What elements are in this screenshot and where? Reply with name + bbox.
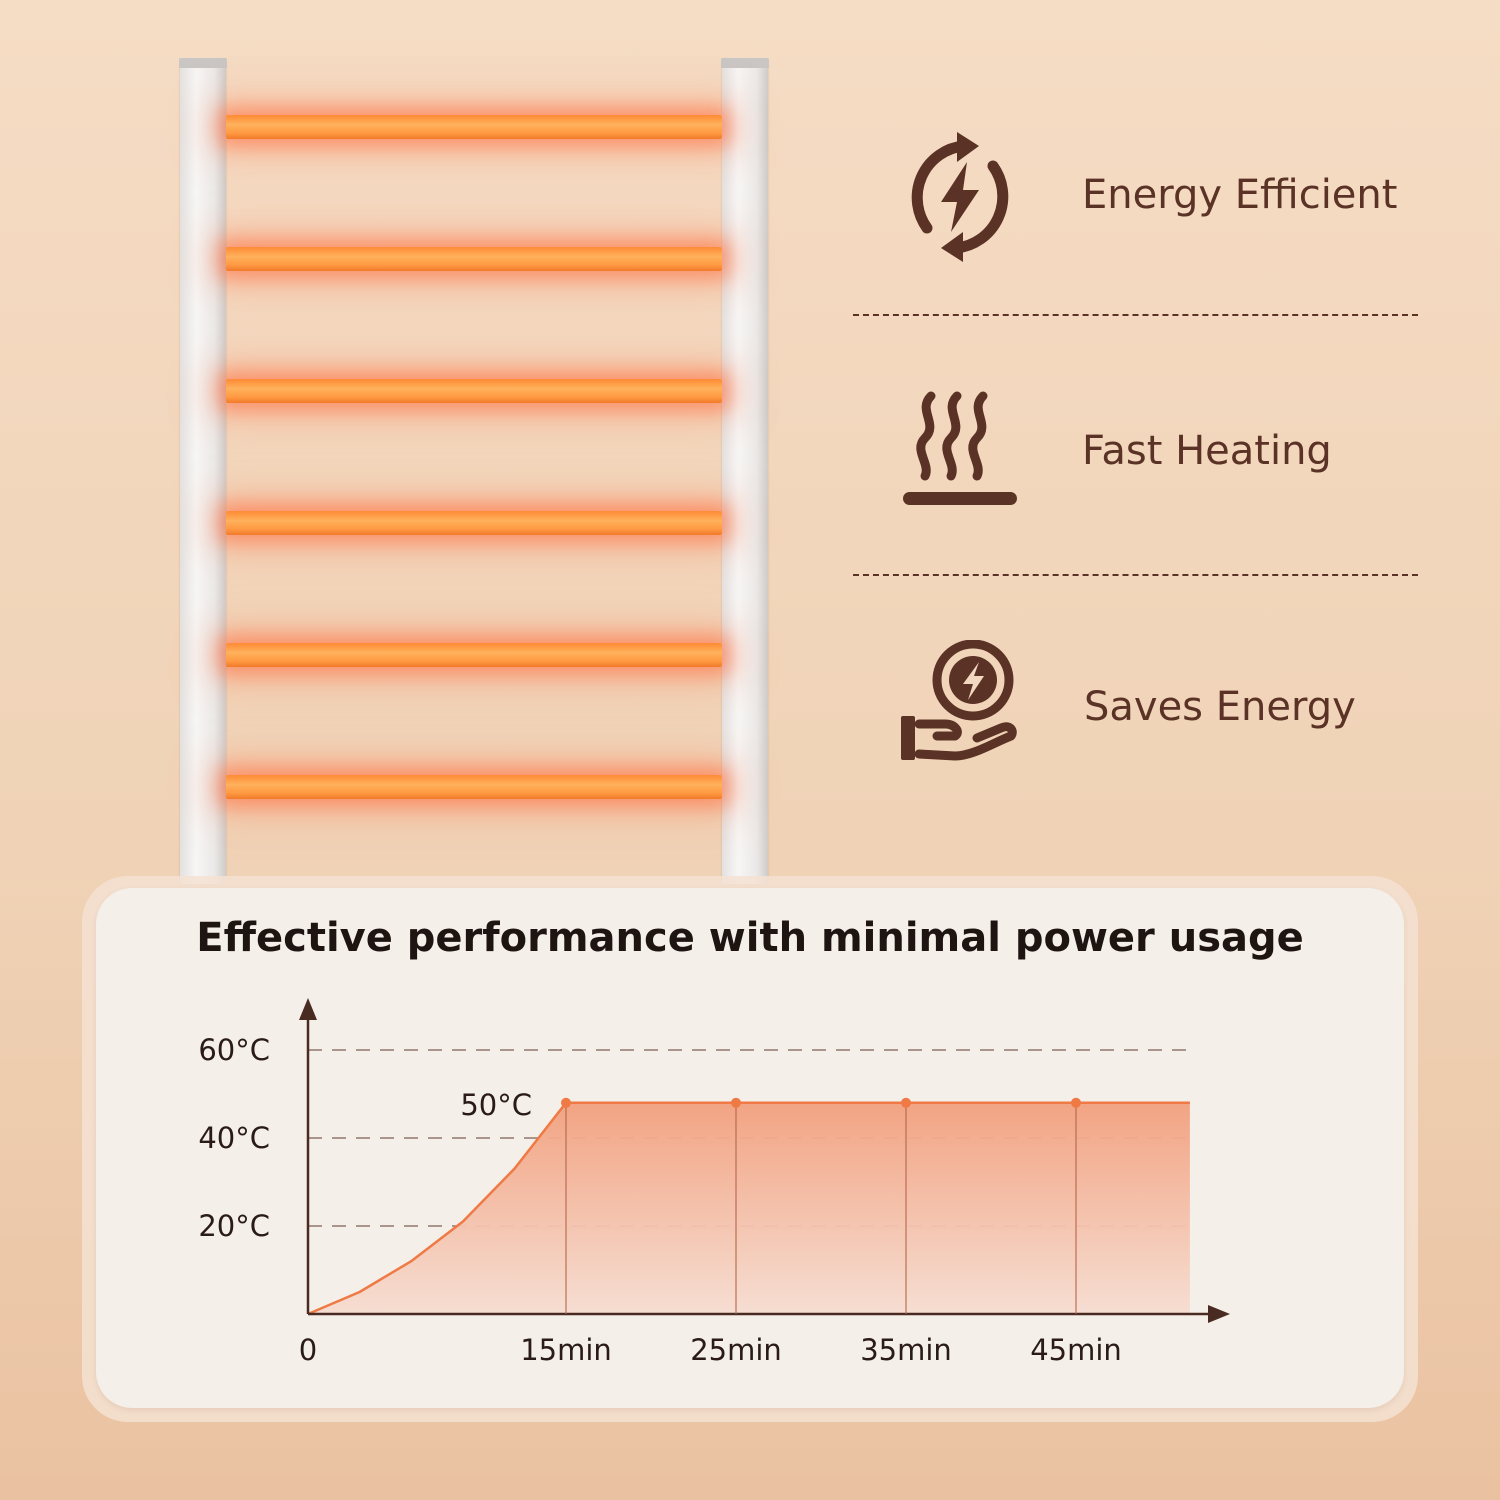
divider (853, 574, 1418, 576)
divider (853, 314, 1418, 316)
x-tick-label: 25min (690, 1333, 782, 1367)
rack-heated-bar (226, 115, 722, 139)
data-point (731, 1097, 741, 1108)
feature-label: Energy Efficient (1082, 172, 1398, 218)
data-point (561, 1097, 571, 1108)
heated-towel-rack (0, 0, 800, 884)
rack-right-post (721, 58, 769, 884)
feature-fast-heating: Fast Heating (850, 388, 1420, 538)
x-tick-label: 35min (860, 1333, 952, 1367)
feature-energy-efficient: Energy Efficient (850, 132, 1420, 282)
data-point (1071, 1097, 1081, 1108)
feature-saves-energy: Saves Energy (850, 639, 1420, 790)
data-label: 50°C (460, 1088, 532, 1122)
rack-heated-bar (226, 247, 722, 271)
x-tick-label: 45min (1030, 1333, 1122, 1367)
data-point (901, 1097, 911, 1108)
series-line (307, 1101, 1190, 1316)
hand-energy-icon (895, 639, 1025, 770)
feature-label: Fast Heating (1082, 428, 1332, 474)
feature-label: Saves Energy (1084, 684, 1356, 730)
x-tick-label: 15min (520, 1333, 612, 1367)
chart-title: Effective performance with minimal power… (196, 915, 1304, 961)
y-tick-label: 60°C (198, 1033, 270, 1067)
y-axis-arrow (299, 998, 317, 1020)
rack-heated-bar (226, 511, 722, 535)
bolt-cycle-icon (895, 132, 1025, 262)
y-tick-label: 40°C (198, 1121, 270, 1155)
rack-left-post (179, 58, 227, 884)
rack-heated-bar (226, 775, 722, 799)
x-tick-label: 0 (299, 1333, 317, 1367)
rack-heated-bar (226, 379, 722, 403)
heat-waves-icon (895, 388, 1025, 518)
area-fill (308, 1102, 1190, 1314)
y-tick-label: 20°C (198, 1209, 270, 1243)
x-axis-arrow (1208, 1305, 1230, 1323)
rack-heated-bar (226, 643, 722, 667)
